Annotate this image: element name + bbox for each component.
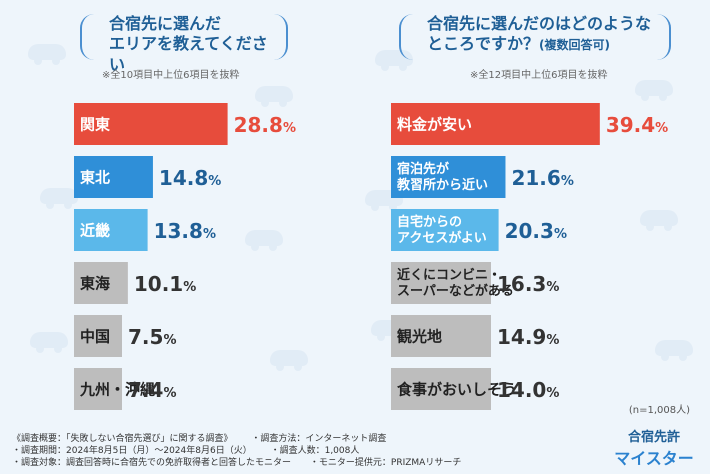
brand-logo-bottom: マイスター: [614, 449, 694, 468]
bar-0: [391, 103, 600, 145]
bar-1: [391, 156, 506, 198]
bar-0: [74, 103, 228, 145]
right-chart-note: ※全12項目中上位6項目を抜粋: [470, 70, 608, 81]
survey-footer: 《調査概要：「失敗しない合宿先選び」に関する調査》 ・調査方法：インターネット調…: [12, 433, 477, 470]
bar-label-1: 宿泊先が教習所から近い: [396, 161, 488, 193]
bar-4: [391, 315, 491, 357]
bar-label-0: 料金が安い: [397, 115, 472, 133]
bar-label-5: 食事がおいしそう: [397, 380, 517, 398]
title-bracket-right: [639, 14, 671, 60]
survey-target: ・調査対象：調査回答時に合宿先での免許取得者と回答したモニター: [12, 458, 292, 469]
bar-4: [74, 315, 122, 357]
car-decoration: [28, 44, 66, 65]
value-label-4: 7.5%: [128, 325, 176, 349]
bar-label-4: 中国: [80, 327, 110, 345]
value-label-0: 28.8%: [234, 113, 296, 137]
value-label-5: 7.4%: [128, 378, 176, 402]
car-decoration: [640, 210, 678, 231]
value-label-4: 14.9%: [497, 325, 559, 349]
left-chart-note: ※全10項目中上位6項目を抜粋: [102, 70, 240, 81]
bar-label-3: 東海: [80, 274, 110, 292]
survey-provider: ・モニター提供元：PRIZMAリサーチ: [309, 458, 462, 469]
value-label-1: 21.6%: [511, 166, 573, 190]
car-decoration: [255, 86, 293, 107]
bar-3: [391, 262, 491, 304]
left-chart-title: 合宿先に選んだ エリアを教えてください: [109, 14, 268, 74]
value-label-5: 14.0%: [497, 378, 559, 402]
footer-line-2: ・調査期間：2024年8月5日（月）～2024年8月6日（火） ・調査人数：1,…: [12, 445, 477, 457]
bar-5: [74, 368, 122, 410]
bar-label-4: 観光地: [397, 327, 442, 345]
value-label-2: 13.8%: [154, 219, 216, 243]
bar-2: [391, 209, 499, 251]
title-bracket-left: [80, 14, 112, 60]
left-bar-chart: 関東 28.8% 東北 14.8% 近畿 13.8% 東海 10.1% 中国 7.5% 九州・沖縄7…: [74, 103, 296, 410]
survey-summary: 《調査概要：「失敗しない合宿先選び」に関する調査》: [12, 434, 233, 444]
bar-5: [391, 368, 491, 410]
right-bar-chart: 料金が安い 39.4% 宿泊先が教習所から近い 21.6% 自宅からのアクセスがよい 20…: [391, 103, 668, 410]
footer-line-1: 《調査概要：「失敗しない合宿先選び」に関する調査》 ・調査方法：インターネット調…: [12, 433, 477, 445]
title-bracket-left: [399, 14, 431, 60]
car-decoration: [270, 350, 308, 371]
footer-line-3: ・調査対象：調査回答時に合宿先での免許取得者と回答したモニター ・モニター提供元…: [12, 457, 477, 469]
bar-label-0: 関東: [80, 115, 110, 133]
bar-3: [74, 262, 128, 304]
bar-label-2: 近畿: [80, 221, 110, 239]
bar-label-1: 東北: [80, 168, 110, 186]
value-label-1: 14.8%: [159, 166, 221, 190]
survey-method: ・調査方法：インターネット調査: [251, 434, 387, 444]
bar-2: [74, 209, 148, 251]
brand-logo-top: 合宿先許: [627, 430, 680, 445]
sample-size: (n=1,008人): [628, 405, 690, 416]
bar-label-2: 自宅からのアクセスがよい: [397, 214, 487, 246]
car-decoration: [40, 188, 78, 209]
right-chart-title: 合宿先に選んだのはどのような ところですか？(複数回答可): [427, 14, 657, 55]
survey-period: ・調査期間：2024年8月5日（月）～2024年8月6日（火）: [12, 446, 252, 457]
survey-respondents: ・調査人数：1,008人: [270, 446, 360, 457]
right-chart-panel: 合宿先に選んだのはどのような ところですか？(複数回答可) ※全12項目中上位6…: [355, 0, 710, 430]
car-decoration: [655, 340, 693, 361]
left-chart-panel: 合宿先に選んだ エリアを教えてください ※全10項目中上位6項目を抜粋 関東 28…: [0, 0, 355, 430]
right-chart-title-suffix: (複数回答可): [539, 38, 610, 53]
bar-1: [74, 156, 153, 198]
bar-label-5: 九州・沖縄: [79, 380, 155, 398]
bar-label-3: 近くにコンビニ・スーパーなどがある: [397, 267, 514, 299]
car-decoration: [245, 230, 283, 251]
car-decoration: [635, 80, 673, 101]
value-label-2: 20.3%: [505, 219, 567, 243]
right-chart-title-main: 合宿先に選んだのはどのような ところですか？: [427, 14, 652, 54]
value-label-0: 39.4%: [606, 113, 668, 137]
title-bracket-right: [256, 14, 288, 60]
value-label-3: 10.1%: [134, 272, 196, 296]
value-label-3: 16.3%: [497, 272, 559, 296]
car-decoration: [30, 332, 68, 353]
brand-logo: 合宿先許 マイスター: [613, 426, 695, 468]
